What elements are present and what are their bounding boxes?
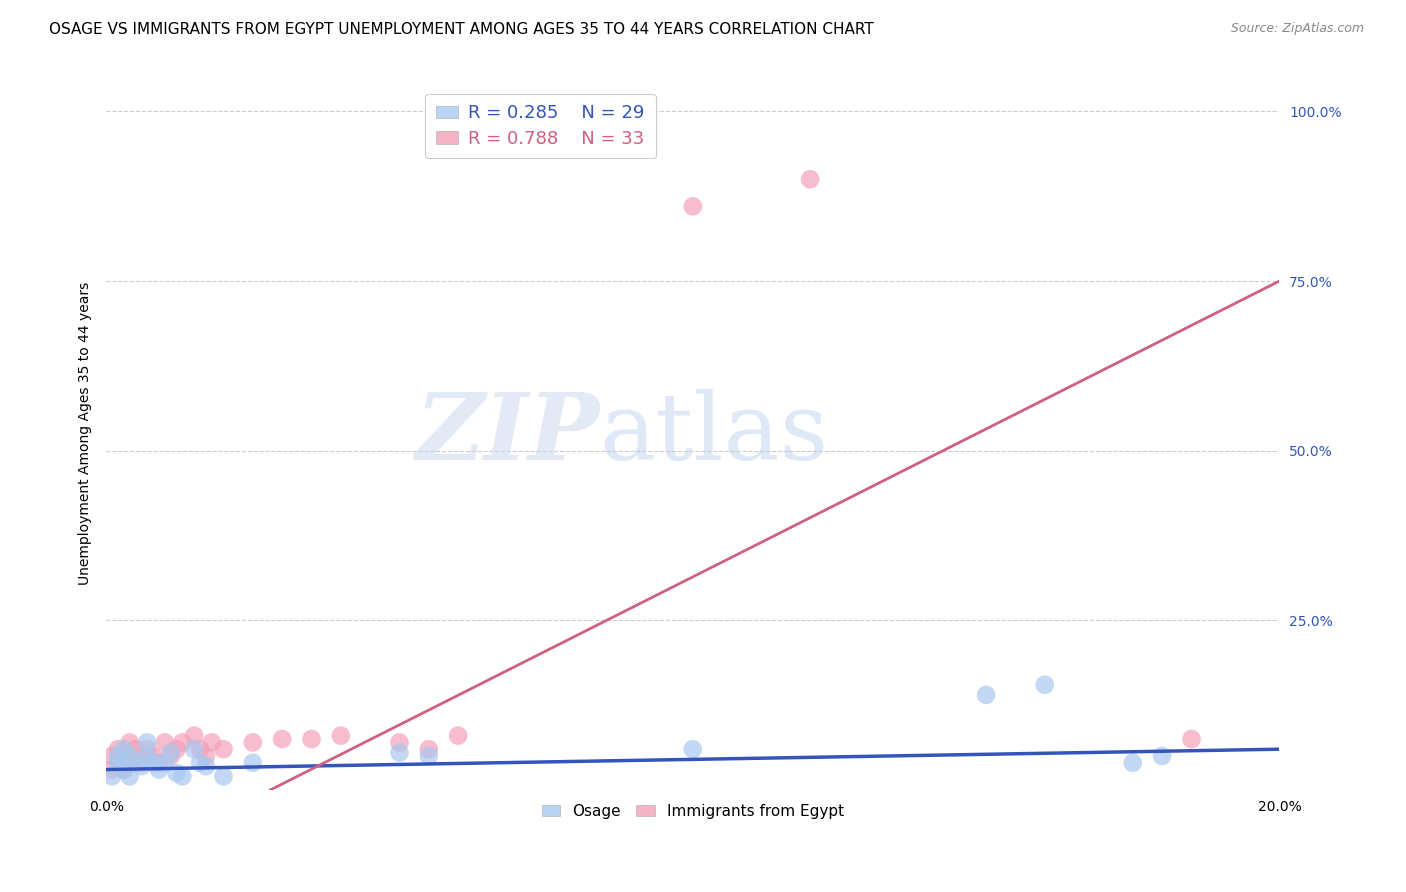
Point [388,746,411,760]
Point [101,749,124,764]
Point [124,749,146,764]
Point [201,735,224,749]
Point [447,729,470,743]
Point [159,749,181,764]
Point [418,742,440,756]
Point [172,735,194,749]
Point [1152,749,1174,764]
Point [682,199,704,213]
Point [194,749,217,764]
Point [194,759,217,773]
Text: atlas: atlas [599,389,828,479]
Point [153,756,176,770]
Point [118,769,141,783]
Point [166,742,188,756]
Point [124,756,146,770]
Point [159,746,181,760]
Point [418,749,440,764]
Point [148,763,170,777]
Point [107,756,129,770]
Point [974,688,997,702]
Point [142,756,165,770]
Point [131,756,153,770]
Text: ZIP: ZIP [415,389,599,479]
Point [142,749,165,764]
Point [118,756,141,770]
Point [1180,731,1202,746]
Point [188,756,211,770]
Point [136,749,159,764]
Point [112,749,135,764]
Y-axis label: Unemployment Among Ages 35 to 44 years: Unemployment Among Ages 35 to 44 years [79,282,93,585]
Text: Source: ZipAtlas.com: Source: ZipAtlas.com [1230,22,1364,36]
Point [242,735,264,749]
Point [153,735,176,749]
Point [242,756,264,770]
Point [329,729,352,743]
Point [131,759,153,773]
Point [107,749,129,764]
Point [799,172,821,186]
Point [112,763,135,777]
Point [183,742,205,756]
Point [212,742,235,756]
Point [212,769,235,783]
Point [188,742,211,756]
Point [1033,678,1056,692]
Point [183,729,205,743]
Point [107,742,129,756]
Point [112,763,135,777]
Text: OSAGE VS IMMIGRANTS FROM EGYPT UNEMPLOYMENT AMONG AGES 35 TO 44 YEARS CORRELATIO: OSAGE VS IMMIGRANTS FROM EGYPT UNEMPLOYM… [49,22,875,37]
Point [166,766,188,780]
Point [101,763,124,777]
Point [124,742,146,756]
Point [172,769,194,783]
Point [682,742,704,756]
Point [112,742,135,756]
Point [301,731,323,746]
Point [101,769,124,783]
Point [118,749,141,764]
Point [148,756,170,770]
Point [118,735,141,749]
Point [136,742,159,756]
Point [107,756,129,770]
Point [1122,756,1144,770]
Point [136,735,159,749]
Point [388,735,411,749]
Legend: Osage, Immigrants from Egypt: Osage, Immigrants from Egypt [536,797,851,825]
Point [271,731,294,746]
